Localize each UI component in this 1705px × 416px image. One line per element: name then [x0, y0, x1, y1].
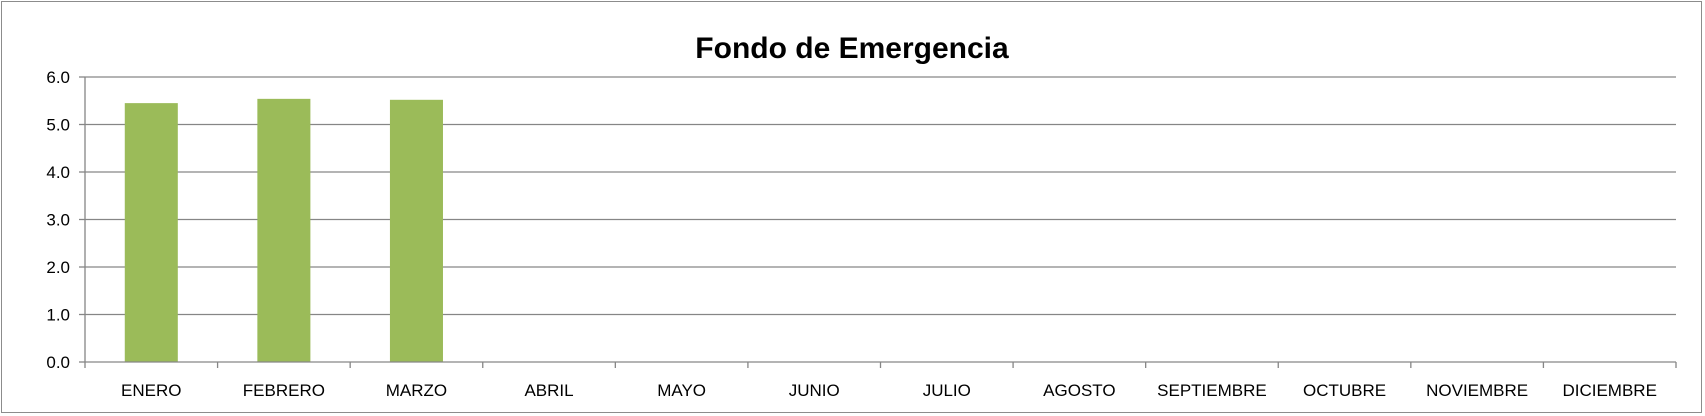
x-category-label: DICIEMBRE [1562, 381, 1656, 400]
y-tick-label: 4.0 [46, 163, 70, 182]
x-category-label: ABRIL [524, 381, 573, 400]
bars [124, 98, 443, 363]
y-tick-label: 2.0 [46, 258, 70, 277]
bar-febrero [257, 98, 311, 362]
chart-title: Fondo de Emergencia [695, 32, 1009, 65]
y-tick-label: 3.0 [46, 211, 70, 230]
x-category-label: JUNIO [789, 381, 840, 400]
x-category-label: MARZO [386, 381, 447, 400]
bar-marzo [389, 99, 443, 363]
x-category-label: NOVIEMBRE [1426, 381, 1528, 400]
x-category-labels: ENERO FEBRERO MARZO ABRIL MAYO JUNIO JULIO AGOS… [121, 381, 1657, 400]
x-category-label: JULIO [923, 381, 971, 400]
y-tick-label: 0.0 [46, 353, 70, 372]
x-category-label: SEPTIEMBRE [1157, 381, 1267, 400]
bar-enero [124, 103, 178, 362]
x-category-label: OCTUBRE [1303, 381, 1386, 400]
y-tick-label: 6.0 [46, 68, 70, 87]
y-tick-labels: 0.0 1.0 2.0 3.0 4.0 5.0 6.0 [46, 68, 70, 372]
axes [79, 76, 1677, 368]
y-tick-label: 1.0 [46, 306, 70, 325]
gridlines [85, 76, 1676, 316]
x-category-label: FEBRERO [243, 381, 325, 400]
x-category-label: MAYO [657, 381, 706, 400]
x-category-label: ENERO [121, 381, 181, 400]
x-category-label: AGOSTO [1043, 381, 1115, 400]
y-tick-label: 5.0 [46, 116, 70, 135]
